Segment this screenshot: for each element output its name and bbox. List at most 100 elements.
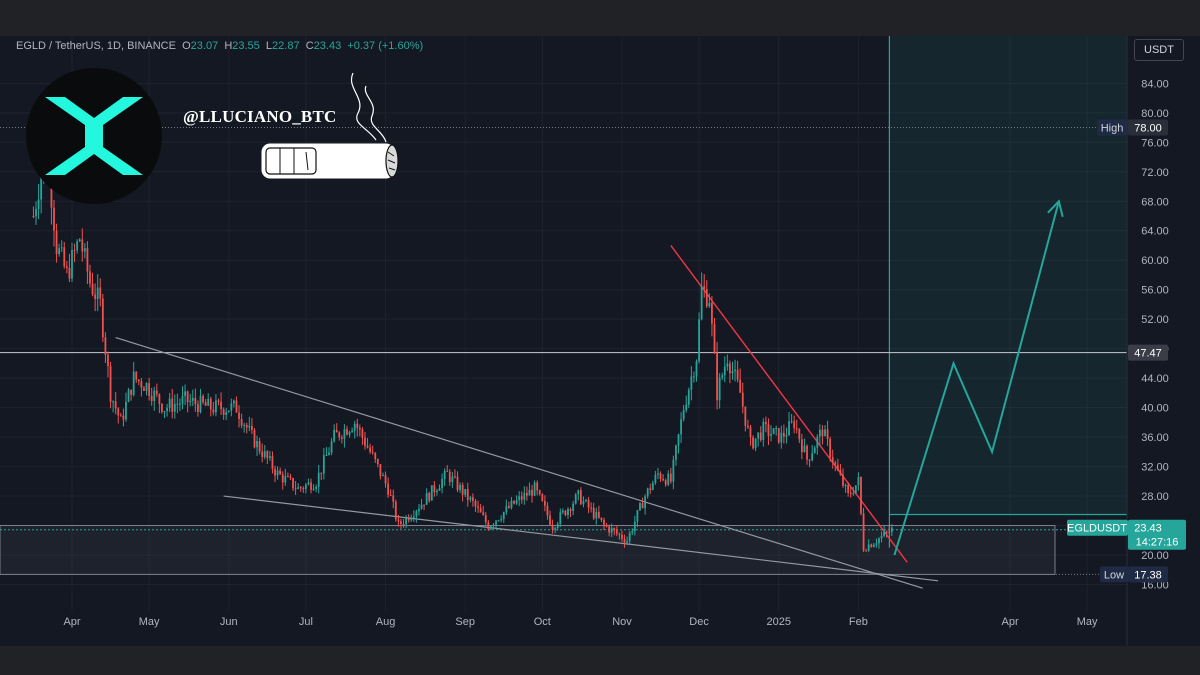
candle-body bbox=[73, 250, 76, 252]
candle-body bbox=[415, 511, 418, 517]
candle-body bbox=[410, 517, 413, 521]
candle-body bbox=[713, 323, 716, 354]
candle-body bbox=[531, 489, 533, 496]
candle-body bbox=[392, 495, 395, 502]
candle-body bbox=[739, 379, 742, 393]
price-tags: 78.00 High 47.47 EGLDUSDT 23.43 14:27:16 17.38… bbox=[1067, 119, 1186, 583]
candle-body bbox=[369, 447, 372, 452]
candle-body bbox=[554, 527, 557, 530]
x-tick-label: Apr bbox=[63, 616, 80, 628]
candle-body bbox=[577, 490, 580, 495]
x-tick-label: May bbox=[139, 616, 160, 628]
candle-body bbox=[222, 409, 225, 415]
candle-body bbox=[379, 464, 382, 476]
candle-body bbox=[143, 387, 145, 391]
candle-body bbox=[469, 497, 472, 500]
candle-body bbox=[477, 506, 479, 508]
y-tick-label: 68.00 bbox=[1141, 196, 1169, 208]
candle-body bbox=[885, 531, 888, 533]
candle-body bbox=[633, 521, 636, 532]
candle-body bbox=[181, 395, 184, 404]
x-tick-label: 2025 bbox=[767, 616, 791, 628]
high-value: 23.55 bbox=[232, 40, 260, 52]
candle-body bbox=[520, 496, 523, 500]
candle-body bbox=[454, 476, 456, 478]
candle-body bbox=[461, 484, 464, 495]
candle-body bbox=[340, 437, 343, 439]
currency-selector[interactable]: USDT bbox=[1134, 39, 1184, 61]
candle-body bbox=[600, 517, 603, 520]
candle-body bbox=[204, 402, 207, 406]
accumulation-zone bbox=[0, 525, 1056, 575]
candle-body bbox=[875, 543, 878, 545]
candle-body bbox=[302, 488, 305, 490]
candle-body bbox=[842, 474, 844, 486]
candle-body bbox=[125, 401, 127, 420]
candle-body bbox=[628, 532, 631, 542]
x-tick-label: Oct bbox=[534, 616, 551, 628]
candle-body bbox=[145, 383, 148, 391]
candle-body bbox=[358, 427, 361, 430]
candle-body bbox=[155, 390, 158, 395]
candle-body bbox=[166, 407, 168, 412]
candle-body bbox=[230, 403, 233, 411]
candle-body bbox=[130, 389, 133, 395]
candle-body bbox=[865, 550, 868, 552]
candle-body bbox=[384, 475, 387, 484]
candle-body bbox=[315, 486, 318, 489]
candle-body bbox=[644, 496, 647, 509]
y-tick-label: 64.00 bbox=[1141, 226, 1169, 238]
candle-body bbox=[803, 445, 806, 453]
candle-body bbox=[559, 512, 562, 524]
candle-body bbox=[847, 484, 850, 493]
level-tag-value: 47.47 bbox=[1134, 348, 1162, 360]
y-tick-label: 28.00 bbox=[1141, 491, 1169, 503]
candle-body bbox=[495, 520, 497, 525]
candle-body bbox=[238, 412, 240, 420]
candle-body bbox=[127, 389, 130, 402]
candle-body bbox=[148, 383, 150, 397]
symbol-tag: EGLDUSDT bbox=[1067, 523, 1127, 535]
candle-body bbox=[731, 371, 734, 374]
candle-body bbox=[117, 408, 120, 416]
candle-body bbox=[448, 471, 451, 482]
candle-body bbox=[870, 544, 873, 547]
candle-body bbox=[83, 248, 86, 252]
candle-body bbox=[243, 424, 246, 426]
candle-body bbox=[618, 533, 621, 535]
candle-body bbox=[800, 439, 803, 453]
candle-body bbox=[176, 403, 179, 405]
candle-body bbox=[299, 487, 302, 489]
candle-body bbox=[425, 493, 428, 505]
candle-body bbox=[194, 397, 197, 405]
candle-body bbox=[834, 462, 837, 465]
high-tag-bg bbox=[1128, 119, 1168, 136]
candle-body bbox=[197, 404, 199, 412]
candle-body bbox=[310, 482, 312, 490]
candle-body bbox=[37, 199, 40, 209]
candle-body bbox=[60, 247, 63, 249]
candle-body bbox=[343, 429, 346, 439]
candle-body bbox=[682, 410, 685, 420]
candle-body bbox=[744, 406, 747, 426]
candle-body bbox=[374, 452, 377, 460]
candle-body bbox=[492, 524, 495, 527]
candle-body bbox=[107, 354, 109, 367]
candle-body bbox=[695, 361, 698, 377]
candle-body bbox=[322, 455, 325, 474]
candle-body bbox=[726, 363, 729, 367]
y-tick-label: 72.00 bbox=[1141, 167, 1169, 179]
candle-body bbox=[32, 216, 35, 217]
candle-body bbox=[585, 499, 587, 502]
candle-body bbox=[104, 337, 107, 355]
candle-body bbox=[274, 468, 276, 476]
x-tick-label: Jun bbox=[220, 616, 238, 628]
candle-body bbox=[613, 528, 616, 531]
x-tick-label: Feb bbox=[849, 616, 868, 628]
candle-body bbox=[646, 488, 649, 497]
candle-body bbox=[233, 400, 235, 404]
candle-body bbox=[654, 474, 657, 483]
candle-body bbox=[579, 490, 582, 505]
candle-body bbox=[505, 506, 508, 513]
